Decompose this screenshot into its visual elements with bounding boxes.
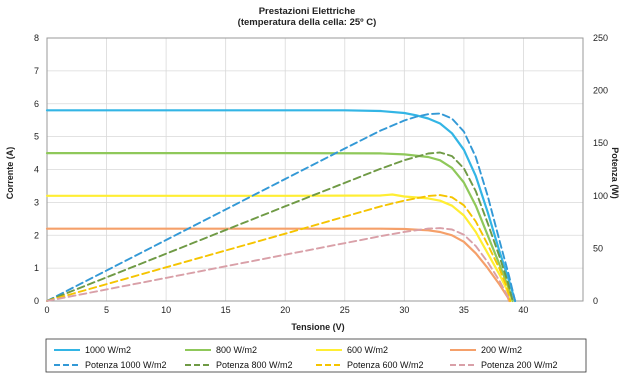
y-tick-label: 3 bbox=[34, 197, 39, 207]
series-line-2 bbox=[45, 152, 514, 303]
chart-subtitle: (temperatura della cella: 25º C) bbox=[238, 17, 377, 28]
legend-label: Potenza 600 W/m2 bbox=[347, 360, 424, 370]
x-axis-label: Tensione (V) bbox=[291, 322, 344, 332]
legend-box bbox=[45, 338, 587, 373]
chart-title: Prestazioni Elettriche bbox=[259, 6, 356, 17]
y-tick-label: 6 bbox=[34, 99, 39, 109]
series-layer bbox=[45, 109, 517, 303]
y2-tick-label: 200 bbox=[593, 86, 608, 96]
x-tick-label: 35 bbox=[459, 305, 469, 315]
y-tick-label: 5 bbox=[34, 132, 39, 142]
y-tick-label: 1 bbox=[34, 263, 39, 273]
y-tick-label: 8 bbox=[34, 33, 39, 43]
plot-frame bbox=[46, 37, 584, 302]
legend-label: 800 W/m2 bbox=[216, 345, 257, 355]
series-line-5 bbox=[46, 112, 517, 302]
x-tick-label: 15 bbox=[221, 305, 231, 315]
y2-tick-label: 150 bbox=[593, 138, 608, 148]
y-tick-label: 0 bbox=[34, 296, 39, 306]
x-tick-label: 0 bbox=[44, 305, 49, 315]
legend: 1000 W/m2 800 W/m2 600 W/m2 200 W/m2 Potenza… bbox=[54, 345, 558, 370]
y2-tick-label: 250 bbox=[593, 33, 608, 43]
series-line-3 bbox=[45, 193, 512, 303]
y2-tick-label: 100 bbox=[593, 191, 608, 201]
x-tick-label: 5 bbox=[104, 305, 109, 315]
tick-layer: 0 5 10 15 20 25 30 35 40 0 1 2 3 4 5 6 7 8 0 50 100 150 200 250 bbox=[34, 33, 608, 315]
legend-label: Potenza 800 W/m2 bbox=[216, 360, 293, 370]
y2-tick-label: 0 bbox=[593, 296, 598, 306]
x-tick-label: 30 bbox=[399, 305, 409, 315]
x-tick-label: 10 bbox=[161, 305, 171, 315]
legend-label: 200 W/m2 bbox=[481, 345, 522, 355]
series-line-7 bbox=[46, 194, 512, 302]
y-axis-label: Corrente (A) bbox=[5, 147, 15, 200]
legend-label: Potenza 1000 W/m2 bbox=[85, 360, 167, 370]
y-tick-label: 7 bbox=[34, 66, 39, 76]
x-tick-label: 40 bbox=[518, 305, 528, 315]
y2-axis-label: Potenza (W) bbox=[610, 147, 620, 199]
y-tick-label: 4 bbox=[34, 165, 39, 175]
legend-label: 600 W/m2 bbox=[347, 345, 388, 355]
legend-label: Potenza 200 W/m2 bbox=[481, 360, 558, 370]
series-line-8 bbox=[46, 227, 511, 302]
x-tick-label: 20 bbox=[280, 305, 290, 315]
series-line-6 bbox=[46, 151, 514, 302]
y2-tick-label: 50 bbox=[593, 243, 603, 253]
y-tick-label: 2 bbox=[34, 230, 39, 240]
legend-label: 1000 W/m2 bbox=[85, 345, 131, 355]
series-line-1 bbox=[45, 109, 517, 303]
x-tick-label: 25 bbox=[340, 305, 350, 315]
